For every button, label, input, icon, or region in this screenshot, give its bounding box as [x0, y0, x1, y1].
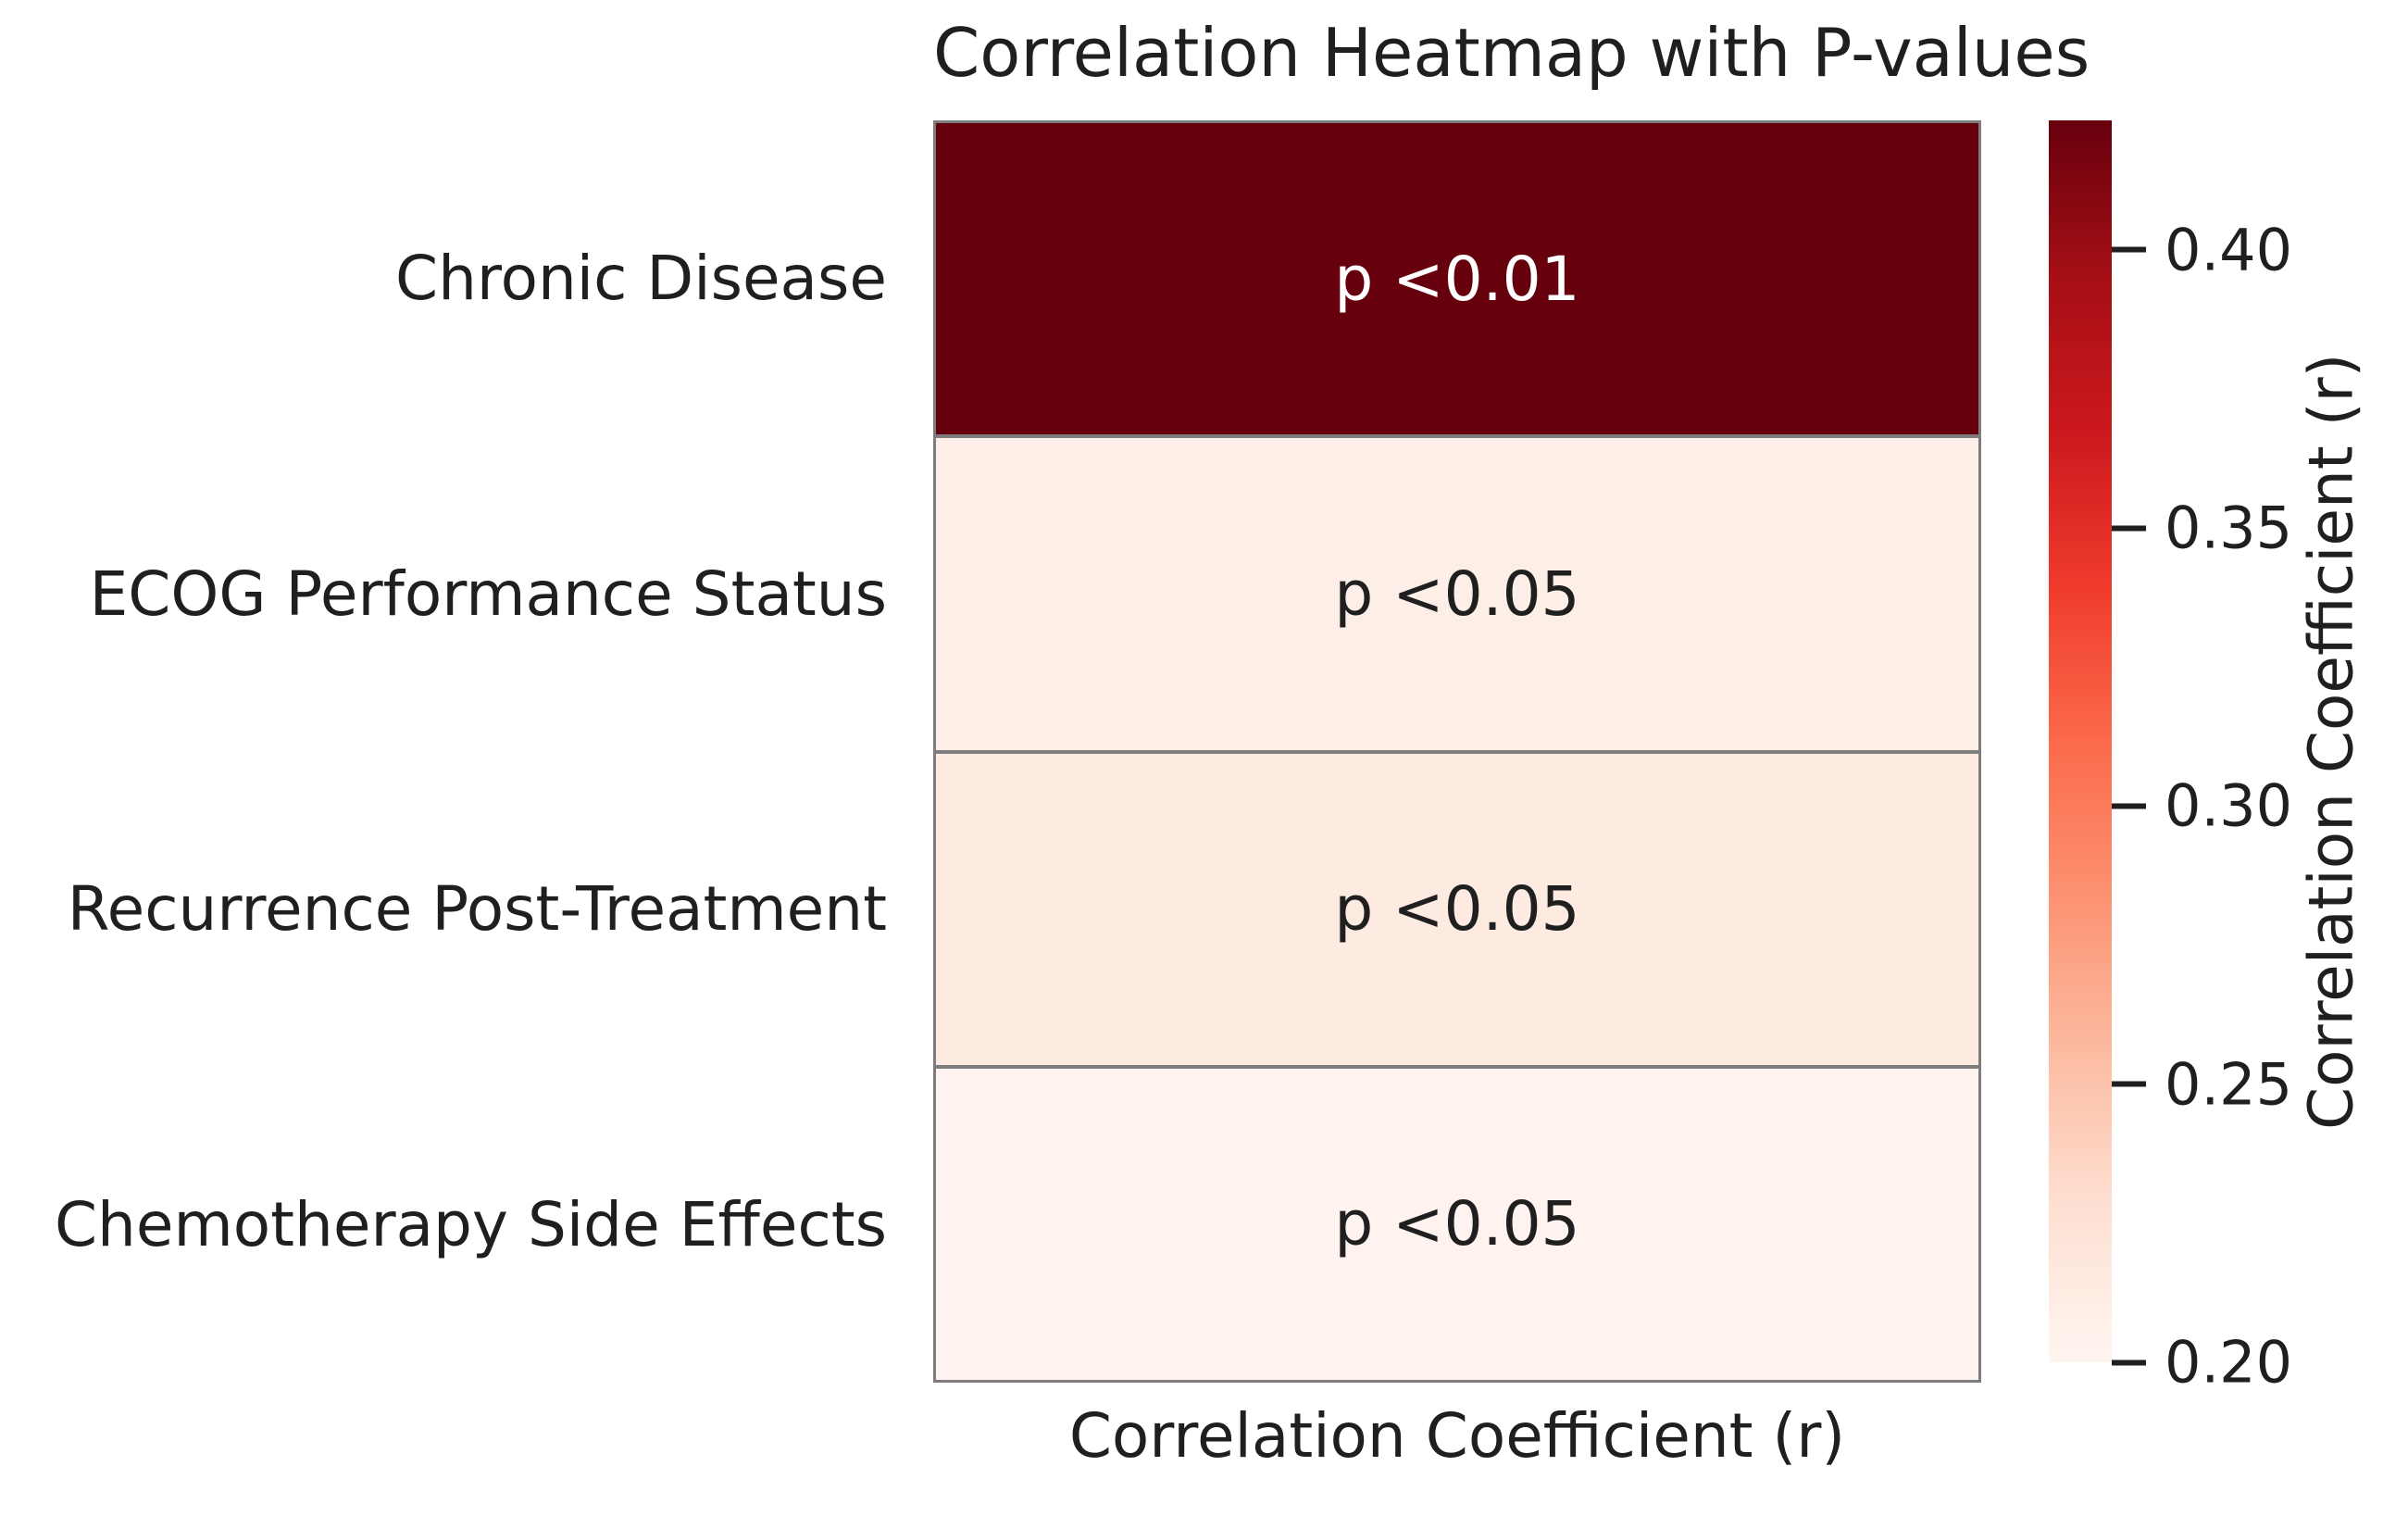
cell-annotation: p <0.05	[1334, 1188, 1580, 1260]
heatmap-grid: p <0.01 p <0.05 p <0.05 p <0.05	[933, 120, 1981, 1383]
colorbar-tick-mark	[2112, 1081, 2146, 1087]
colorbar-axis-label: Correlation Coefficient (r)	[2295, 353, 2367, 1130]
chart-title: Correlation Heatmap with P-values	[933, 14, 2090, 92]
colorbar-gradient	[2049, 120, 2112, 1362]
colorbar-tick-label: 0.35	[2165, 494, 2293, 562]
colorbar-tick: 0.30	[2112, 772, 2292, 840]
x-axis-label: Correlation Coefficient (r)	[1068, 1400, 1846, 1472]
heatmap-cell-recurrence-post-treatment: p <0.05	[936, 749, 1978, 1065]
colorbar-tick-label: 0.30	[2165, 771, 2293, 840]
colorbar-tick-label: 0.25	[2165, 1050, 2293, 1119]
heatmap-cell-chemotherapy-side-effects: p <0.05	[936, 1064, 1978, 1380]
row-label-chronic-disease: Chronic Disease	[395, 242, 887, 314]
colorbar-tick-mark	[2112, 525, 2146, 532]
colorbar-tick-mark	[2112, 246, 2146, 253]
colorbar-tick: 0.35	[2112, 495, 2292, 562]
colorbar-tick-label: 0.40	[2165, 216, 2293, 284]
heatmap-cell-ecog-performance-status: p <0.05	[936, 434, 1978, 750]
cell-annotation: p <0.05	[1334, 873, 1580, 946]
colorbar-ticks: 0.40 0.35 0.30 0.25 0.20	[2112, 120, 2389, 1397]
colorbar-tick-mark	[2112, 803, 2146, 809]
cell-annotation: p <0.05	[1334, 558, 1580, 630]
colorbar-tick: 0.40	[2112, 216, 2292, 283]
colorbar-tick-label: 0.20	[2165, 1328, 2293, 1397]
colorbar-tick: 0.25	[2112, 1050, 2292, 1118]
colorbar-tick-mark	[2112, 1359, 2146, 1365]
row-label-ecog-performance-status: ECOG Performance Status	[89, 558, 887, 630]
y-axis-labels: Chronic Disease ECOG Performance Status …	[0, 120, 911, 1383]
row-label-chemotherapy-side-effects: Chemotherapy Side Effects	[54, 1189, 887, 1261]
colorbar-tick: 0.20	[2112, 1329, 2292, 1397]
row-label-recurrence-post-treatment: Recurrence Post-Treatment	[67, 873, 887, 946]
heatmap-cell-chronic-disease: p <0.01	[936, 123, 1978, 435]
cell-annotation: p <0.01	[1334, 243, 1580, 315]
